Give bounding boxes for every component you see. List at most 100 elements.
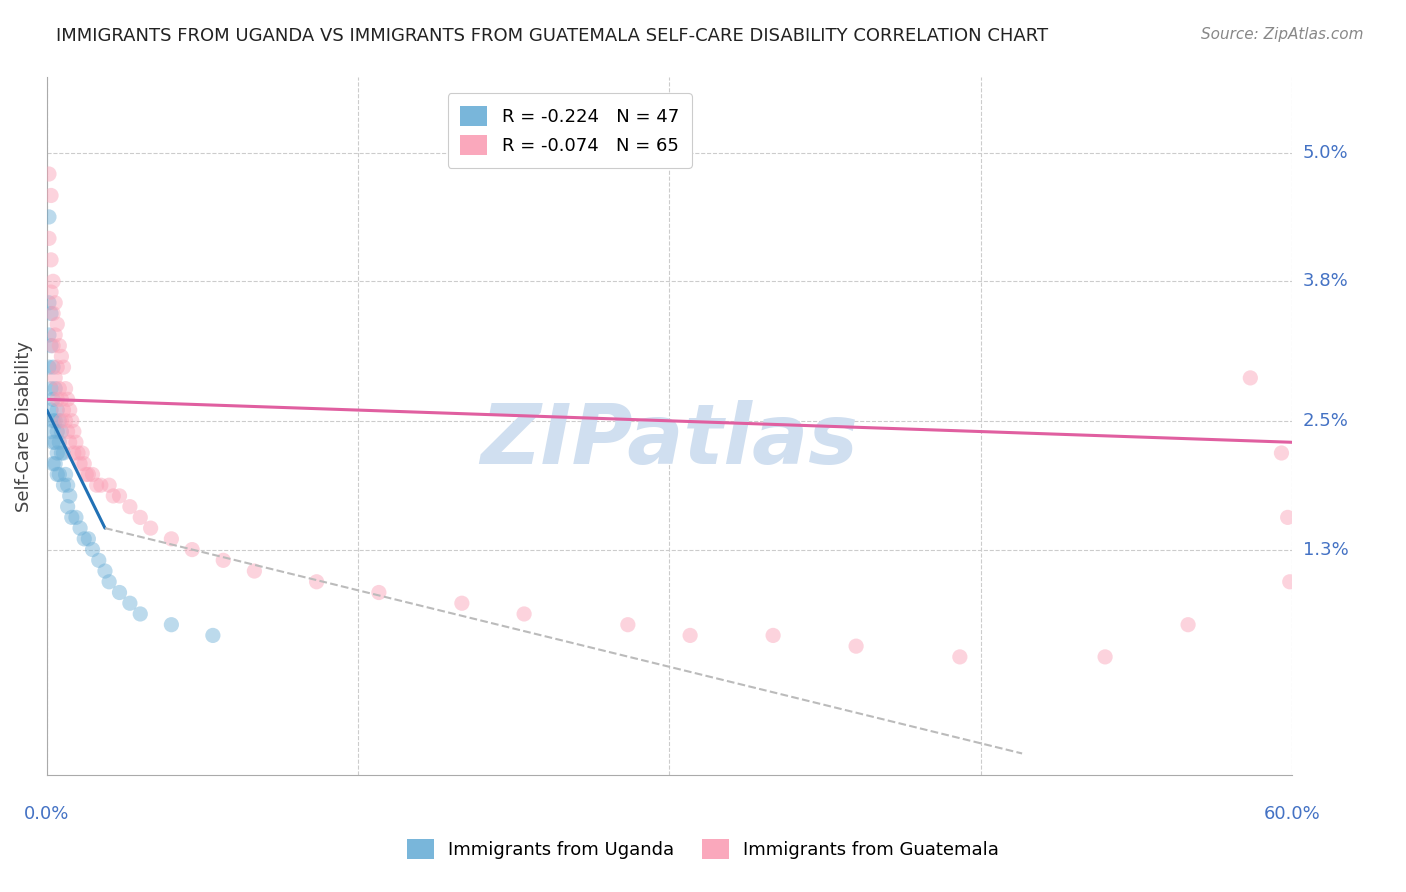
Point xyxy=(46,425,69,439)
Point xyxy=(56,478,79,492)
Point xyxy=(1177,617,1199,632)
Point xyxy=(38,167,60,181)
Point xyxy=(129,607,152,621)
Point xyxy=(39,306,62,320)
Point xyxy=(44,414,66,428)
Point xyxy=(52,360,75,375)
Point xyxy=(42,274,65,288)
Point xyxy=(48,414,70,428)
Point xyxy=(39,188,62,202)
Point xyxy=(1278,574,1301,589)
Point xyxy=(46,446,69,460)
Point xyxy=(90,478,112,492)
Point xyxy=(42,414,65,428)
Point xyxy=(46,360,69,375)
Point xyxy=(59,489,82,503)
Point xyxy=(75,467,97,482)
Point xyxy=(46,403,69,417)
Point xyxy=(77,532,100,546)
Point xyxy=(56,425,79,439)
Point xyxy=(48,382,70,396)
Text: IMMIGRANTS FROM UGANDA VS IMMIGRANTS FROM GUATEMALA SELF-CARE DISABILITY CORRELA: IMMIGRANTS FROM UGANDA VS IMMIGRANTS FRO… xyxy=(56,27,1049,45)
Point xyxy=(70,446,93,460)
Point xyxy=(679,628,702,642)
Point xyxy=(44,295,66,310)
Point xyxy=(1239,371,1261,385)
Point xyxy=(51,446,73,460)
Point xyxy=(87,553,110,567)
Point xyxy=(44,382,66,396)
Point xyxy=(38,210,60,224)
Point xyxy=(845,639,868,653)
Point xyxy=(181,542,204,557)
Point xyxy=(55,414,77,428)
Point xyxy=(212,553,235,567)
Point xyxy=(82,467,104,482)
Point xyxy=(201,628,224,642)
Text: Source: ZipAtlas.com: Source: ZipAtlas.com xyxy=(1201,27,1364,42)
Point xyxy=(66,446,89,460)
Point xyxy=(108,585,131,599)
Point xyxy=(39,403,62,417)
Point xyxy=(103,489,125,503)
Point xyxy=(69,521,91,535)
Point xyxy=(44,435,66,450)
Point xyxy=(86,478,108,492)
Point xyxy=(51,414,73,428)
Point xyxy=(52,403,75,417)
Point xyxy=(42,457,65,471)
Point xyxy=(48,339,70,353)
Point xyxy=(60,510,83,524)
Text: 5.0%: 5.0% xyxy=(1303,144,1348,161)
Point xyxy=(1270,446,1292,460)
Point xyxy=(39,252,62,267)
Text: 2.5%: 2.5% xyxy=(1303,412,1348,430)
Point xyxy=(38,360,60,375)
Point xyxy=(450,596,472,610)
Point xyxy=(118,500,141,514)
Point xyxy=(52,446,75,460)
Point xyxy=(38,328,60,343)
Point xyxy=(39,425,62,439)
Point xyxy=(51,425,73,439)
Point xyxy=(42,435,65,450)
Point xyxy=(243,564,266,578)
Point xyxy=(42,306,65,320)
Point xyxy=(52,478,75,492)
Point xyxy=(51,350,73,364)
Point xyxy=(98,574,121,589)
Point xyxy=(1094,649,1116,664)
Point xyxy=(60,414,83,428)
Legend: R = -0.224   N = 47, R = -0.074   N = 65: R = -0.224 N = 47, R = -0.074 N = 65 xyxy=(447,94,692,168)
Point xyxy=(63,425,86,439)
Point xyxy=(42,360,65,375)
Point xyxy=(39,382,62,396)
Point xyxy=(56,392,79,407)
Text: ZIPatlas: ZIPatlas xyxy=(481,400,858,481)
Point xyxy=(46,467,69,482)
Point xyxy=(73,457,96,471)
Point xyxy=(46,318,69,332)
Point xyxy=(63,446,86,460)
Point xyxy=(44,371,66,385)
Text: 1.3%: 1.3% xyxy=(1303,541,1348,558)
Point xyxy=(55,382,77,396)
Point xyxy=(77,467,100,482)
Point xyxy=(39,285,62,299)
Point xyxy=(118,596,141,610)
Text: 60.0%: 60.0% xyxy=(1264,805,1320,823)
Point xyxy=(42,392,65,407)
Point xyxy=(38,231,60,245)
Point xyxy=(59,403,82,417)
Point xyxy=(1277,510,1299,524)
Point xyxy=(51,392,73,407)
Point xyxy=(513,607,536,621)
Point xyxy=(98,478,121,492)
Text: 0.0%: 0.0% xyxy=(24,805,69,823)
Point xyxy=(48,435,70,450)
Point xyxy=(69,457,91,471)
Point xyxy=(39,339,62,353)
Point xyxy=(160,617,183,632)
Text: 3.8%: 3.8% xyxy=(1303,272,1348,290)
Point xyxy=(108,489,131,503)
